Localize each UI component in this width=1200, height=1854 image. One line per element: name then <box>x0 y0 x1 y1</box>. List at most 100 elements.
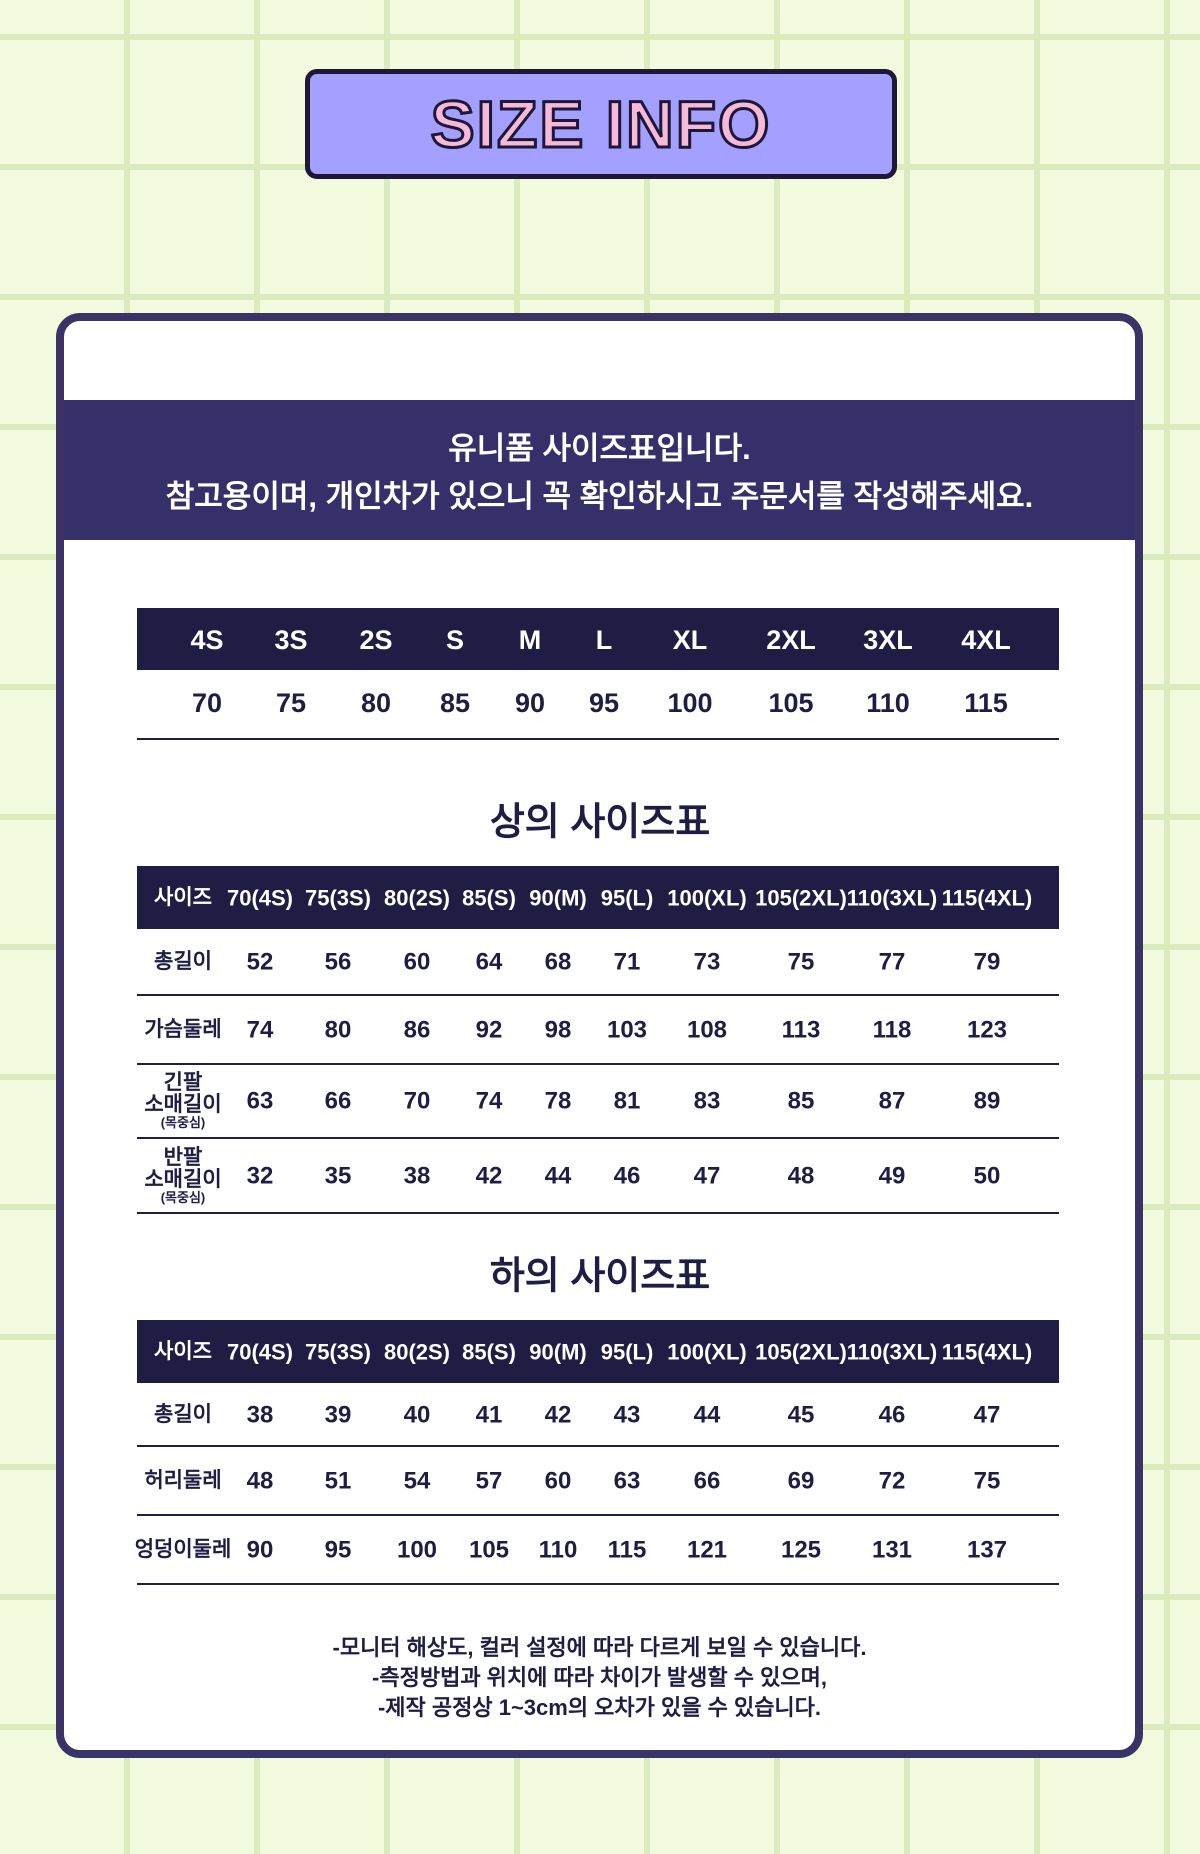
row-label: 총길이 <box>154 1403 212 1425</box>
cell-value: 98 <box>544 1015 572 1043</box>
cell-value: 49 <box>878 1161 906 1189</box>
cell-value: 121 <box>686 1535 728 1563</box>
size-value: 110 <box>866 687 910 718</box>
column-header: 90(M) <box>529 1339 587 1365</box>
cell-value: 43 <box>613 1400 641 1428</box>
cell-value: 81 <box>613 1087 641 1115</box>
cell-value: 131 <box>871 1535 913 1563</box>
cell-value: 90 <box>246 1535 274 1563</box>
column-header: 105(2XL) <box>755 885 847 911</box>
section-title: 상의 사이즈표 <box>489 801 711 844</box>
column-header: 115(4XL) <box>941 1339 1033 1365</box>
row-label-line: 허리둘레 <box>144 1468 222 1492</box>
cell-value: 86 <box>403 1015 431 1043</box>
column-header: 110(3XL) <box>846 885 938 911</box>
size-value: 70 <box>191 687 223 718</box>
cell-value: 95 <box>324 1535 352 1563</box>
row-label-line: 총길이 <box>154 1402 212 1426</box>
column-header: 80(2S) <box>383 885 451 911</box>
header-bar <box>137 1320 1059 1383</box>
cell-value: 77 <box>878 948 906 976</box>
cell-value: 113 <box>781 1015 821 1043</box>
title: SIZE INFO <box>429 86 772 163</box>
size-value: 105 <box>768 687 814 718</box>
section-title: 하의 사이즈표 <box>489 1255 711 1298</box>
cell-value: 118 <box>872 1015 912 1043</box>
cell-value: 79 <box>973 948 1001 976</box>
cell-value: 73 <box>693 948 721 976</box>
size-header: L <box>595 624 613 655</box>
cell-value: 35 <box>324 1161 352 1189</box>
cell-value: 83 <box>693 1087 721 1115</box>
cell-value: 42 <box>544 1400 572 1428</box>
intro-banner: 유니폼 사이즈표입니다. 참고용이며, 개인차가 있으니 꼭 확인하시고 주문서를… <box>64 400 1135 540</box>
cell-value: 100 <box>396 1535 438 1563</box>
rule <box>137 1212 1059 1214</box>
size-value: 100 <box>667 687 713 718</box>
column-header: 95(L) <box>600 1339 654 1365</box>
cell-value: 80 <box>324 1015 352 1043</box>
cell-value: 87 <box>878 1087 906 1115</box>
cell-value: 52 <box>246 948 274 976</box>
cell-value: 38 <box>246 1400 274 1428</box>
size-header: M <box>518 624 542 655</box>
row-label: 가슴둘레 <box>144 1018 221 1040</box>
row-label-line: 가슴둘레 <box>144 1017 222 1041</box>
size-header: 4S <box>190 624 224 655</box>
cell-value: 63 <box>613 1466 641 1494</box>
cell-value: 74 <box>246 1015 274 1043</box>
cell-value: 70 <box>403 1087 431 1115</box>
cell-value: 123 <box>966 1015 1008 1043</box>
cell-value: 41 <box>475 1400 503 1428</box>
column-header: 80(2S) <box>383 1339 451 1365</box>
cell-value: 72 <box>878 1466 906 1494</box>
cell-value: 125 <box>780 1535 822 1563</box>
size-header: XL <box>672 624 708 655</box>
cell-value: 60 <box>544 1466 572 1494</box>
cell-value: 44 <box>544 1161 572 1189</box>
column-header: 사이즈 <box>154 885 212 909</box>
intro-line: 참고용이며, 개인차가 있으니 꼭 확인하시고 주문서를 작성해주세요. <box>165 479 1034 514</box>
cell-value: 103 <box>606 1015 648 1043</box>
cell-value: 68 <box>544 948 572 976</box>
cell-value: 46 <box>613 1161 641 1189</box>
row-label: 긴팔 소매길이 (목중심) <box>144 1072 221 1130</box>
cell-value: 48 <box>246 1466 274 1494</box>
rule <box>137 1583 1059 1585</box>
rule <box>137 1445 1059 1447</box>
column-header: 115(4XL) <box>941 885 1033 911</box>
cell-value: 63 <box>246 1087 274 1115</box>
cell-value: 75 <box>787 948 815 976</box>
cell-value: 137 <box>966 1535 1008 1563</box>
row-label: 반팔 소매길이 (목중심) <box>144 1146 221 1205</box>
column-header: 70(4S) <box>226 885 294 911</box>
cell-value: 85 <box>787 1087 815 1115</box>
size-value: 95 <box>588 687 620 718</box>
cell-value: 108 <box>686 1015 728 1043</box>
size-value: 80 <box>360 687 392 718</box>
row-label: 허리둘레 <box>144 1469 221 1491</box>
size-value: 115 <box>964 687 1008 718</box>
title-box: SIZE INFO <box>305 69 897 179</box>
column-header: 100(XL) <box>667 885 747 911</box>
rule <box>137 1514 1059 1516</box>
cell-value: 105 <box>468 1535 510 1563</box>
note: -제작 공정상 1~3cm의 오차가 있을 수 있습니다. <box>377 1695 822 1720</box>
column-header: 85(S) <box>462 1339 516 1365</box>
column-header: 사이즈 <box>154 1339 212 1363</box>
intro-line: 유니폼 사이즈표입니다. <box>448 431 751 466</box>
cell-value: 40 <box>403 1400 431 1428</box>
column-header: 90(M) <box>529 885 587 911</box>
row-label-line: (목중심) <box>160 1189 206 1205</box>
size-header: 3XL <box>863 624 913 655</box>
row-label-line: 소매길이 <box>144 1093 222 1117</box>
size-header: 4XL <box>961 624 1011 655</box>
cell-value: 78 <box>544 1087 572 1115</box>
rule <box>137 994 1059 996</box>
rule <box>137 1137 1059 1139</box>
column-header: 75(3S) <box>304 885 372 911</box>
note: -측정방법과 위치에 따라 차이가 발생할 수 있으며, <box>372 1665 827 1690</box>
cell-value: 51 <box>324 1466 352 1494</box>
cell-value: 75 <box>973 1466 1001 1494</box>
